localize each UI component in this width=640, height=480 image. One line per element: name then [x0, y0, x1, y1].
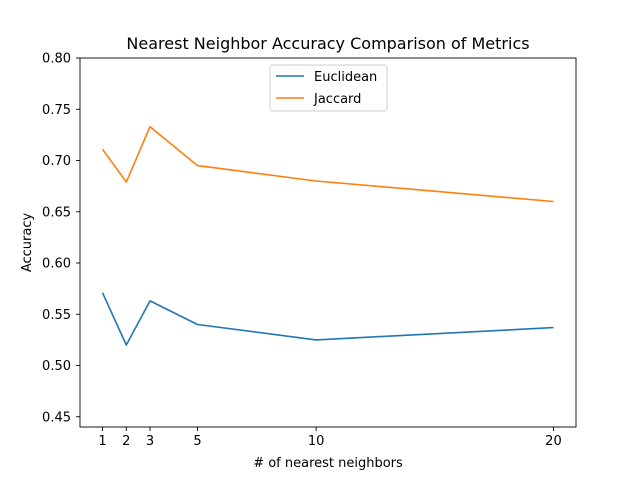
legend-label: Euclidean: [314, 70, 377, 85]
y-tick-label: 0.50: [42, 359, 71, 374]
y-tick-label: 0.45: [42, 410, 71, 425]
legend: Euclidean Jaccard: [269, 64, 388, 112]
x-tick-label: 20: [545, 434, 562, 449]
y-tick-label: 0.65: [42, 205, 71, 220]
x-tick-label: 5: [193, 434, 201, 449]
y-tick-label: 0.60: [42, 257, 71, 272]
plot-area: [80, 58, 576, 427]
x-tick-label: 2: [122, 434, 130, 449]
x-tick-label: 10: [308, 434, 325, 449]
y-tick-label: 0.80: [42, 52, 71, 67]
x-tick-label: 3: [146, 434, 154, 449]
y-tick-label: 0.55: [42, 308, 71, 323]
x-tick-label: 1: [98, 434, 106, 449]
series-layer: [101, 125, 554, 346]
y-axis: 0.45 0.50 0.55 0.60 0.65 0.70 0.75 0.80: [42, 52, 80, 425]
y-tick-label: 0.70: [42, 154, 71, 169]
legend-label: Jaccard: [313, 92, 361, 107]
plot-frame: [79, 57, 577, 428]
x-axis: 1 2 3 5 10 20: [98, 427, 562, 449]
y-axis-label: Accuracy: [20, 213, 35, 273]
y-tick-label: 0.75: [42, 103, 71, 118]
chart-title: Nearest Neighbor Accuracy Comparison of …: [126, 34, 529, 53]
x-axis-label: # of nearest neighbors: [253, 456, 403, 471]
series-line-jaccard: [101, 125, 554, 203]
series-line-euclidean: [101, 292, 554, 346]
